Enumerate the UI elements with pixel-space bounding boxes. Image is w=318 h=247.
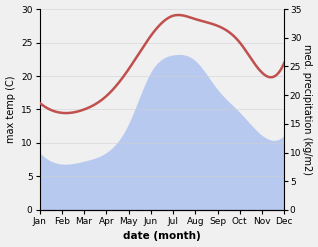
Y-axis label: med. precipitation (kg/m2): med. precipitation (kg/m2) [302,44,313,175]
X-axis label: date (month): date (month) [123,231,201,242]
Y-axis label: max temp (C): max temp (C) [5,76,16,143]
